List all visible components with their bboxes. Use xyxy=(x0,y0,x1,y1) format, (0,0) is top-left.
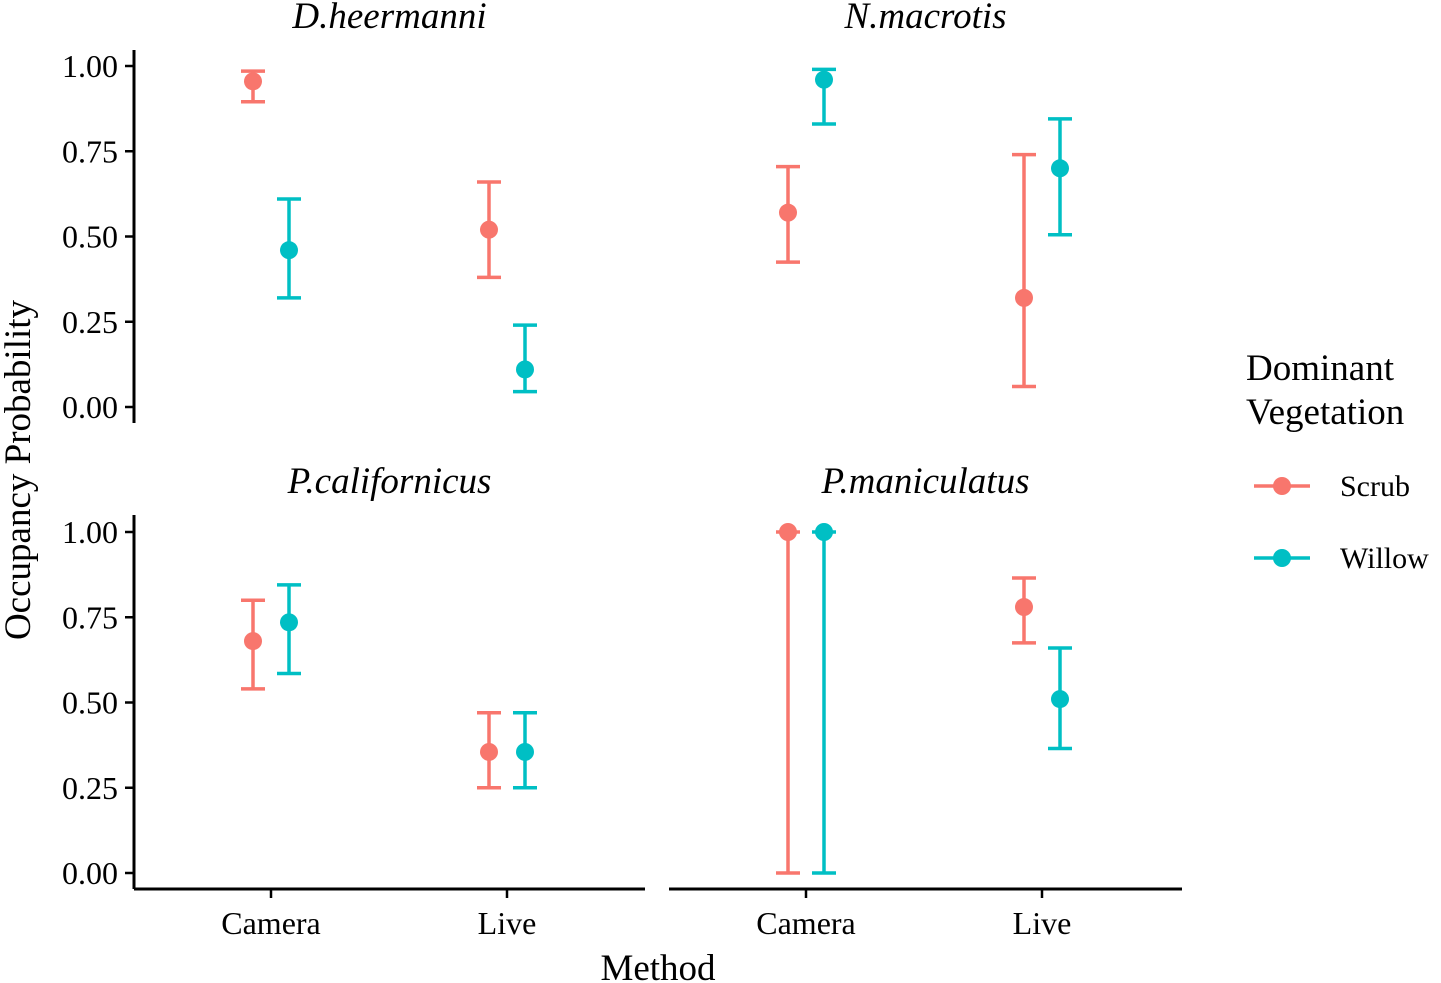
errorbar-willow-live xyxy=(513,710,537,790)
y-tick-label: 1.00 xyxy=(62,48,118,84)
estimate-point-scrub-camera xyxy=(779,523,797,541)
estimate-point-willow-live xyxy=(516,360,534,379)
errorbar-scrub-live xyxy=(1012,152,1036,389)
y-tick-label: 0.00 xyxy=(62,389,118,425)
errorbar-scrub-camera xyxy=(776,523,800,875)
errorbar-willow-live xyxy=(1048,117,1072,237)
panel-title: P.maniculatus xyxy=(821,461,1030,502)
panel-title: P.californicus xyxy=(287,461,492,502)
errorbar-scrub-camera xyxy=(776,164,800,264)
y-tick-label: 0.00 xyxy=(62,855,118,891)
errorbar-willow-camera xyxy=(277,583,301,676)
estimate-point-scrub-live xyxy=(1015,598,1033,617)
legend-item-willow: Willow xyxy=(1254,542,1429,575)
legend-title-line-1: Dominant xyxy=(1246,348,1395,389)
legend-label: Willow xyxy=(1340,542,1429,575)
errorbar-willow-camera xyxy=(812,67,836,126)
estimate-point-willow-camera xyxy=(815,523,833,541)
errorbar-willow-camera xyxy=(812,523,836,875)
estimate-point-willow-camera xyxy=(815,70,833,89)
legend: Dominant Vegetation Scrub Willow xyxy=(1246,348,1429,575)
errorbar-scrub-live xyxy=(477,180,501,280)
estimate-point-willow-camera xyxy=(280,241,298,260)
y-tick-label: 0.25 xyxy=(62,770,118,806)
panel-title: N.macrotis xyxy=(843,0,1006,37)
legend-key-point xyxy=(1273,549,1291,567)
errorbar-scrub-live xyxy=(1012,576,1036,645)
estimate-point-scrub-camera xyxy=(779,203,797,222)
errorbar-scrub-camera xyxy=(241,598,265,691)
y-tick-label: 0.25 xyxy=(62,304,118,340)
estimate-point-scrub-camera xyxy=(244,632,262,651)
legend-key-point xyxy=(1273,477,1291,495)
panel-n-macrotis: N.macrotis xyxy=(776,0,1072,389)
estimate-point-willow-live xyxy=(1051,690,1069,709)
y-tick-label: 0.75 xyxy=(62,599,118,635)
errorbar-scrub-live xyxy=(477,710,501,790)
legend-label: Scrub xyxy=(1340,470,1410,503)
errorbar-willow-camera xyxy=(277,197,301,300)
estimate-point-willow-camera xyxy=(280,613,298,632)
panel-p-maniculatus: P.maniculatus Camera Live xyxy=(669,461,1182,941)
y-tick-label: 0.50 xyxy=(62,685,118,721)
x-tick-label-live: Live xyxy=(1013,905,1072,941)
errorbar-willow-live xyxy=(513,323,537,394)
errorbar-scrub-camera xyxy=(241,69,265,104)
y-tick-label: 0.50 xyxy=(62,219,118,255)
panel-title: D.heermanni xyxy=(291,0,486,37)
estimate-point-scrub-live xyxy=(480,742,498,761)
estimate-point-scrub-camera xyxy=(244,72,262,91)
y-tick-label: 0.75 xyxy=(62,133,118,169)
estimate-point-willow-live xyxy=(1051,159,1069,178)
x-tick-label-camera: Camera xyxy=(756,905,856,941)
legend-title-line-2: Vegetation xyxy=(1246,392,1404,433)
legend-item-scrub: Scrub xyxy=(1254,470,1410,503)
y-tick-label: 1.00 xyxy=(62,514,118,550)
x-axis-title: Method xyxy=(600,948,716,983)
estimate-point-scrub-live xyxy=(1015,288,1033,307)
errorbar-willow-live xyxy=(1048,646,1072,751)
estimate-point-willow-live xyxy=(516,742,534,761)
panel-d-heermanni: D.heermanni 0.00 0.25 0.50 0.75 1.00 xyxy=(62,0,537,425)
x-tick-label-live: Live xyxy=(478,905,537,941)
estimate-point-scrub-live xyxy=(480,220,498,239)
panels-group: D.heermanni 0.00 0.25 0.50 0.75 1.00 N.macroti… xyxy=(62,0,1182,941)
panel-p-californicus: P.californicus 0.00 0.25 0.50 0.75 1.00 Camera… xyxy=(62,461,645,941)
y-axis-title: Occupancy Probability xyxy=(0,299,39,640)
x-tick-label-camera: Camera xyxy=(221,905,321,941)
